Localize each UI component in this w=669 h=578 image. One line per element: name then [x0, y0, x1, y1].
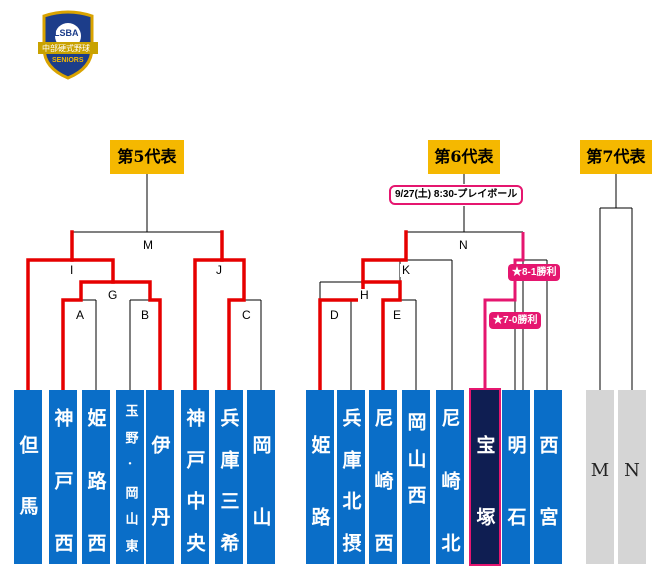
- team-takarazuka: 宝塚: [469, 388, 501, 566]
- team-nishinomiya: 西宮: [534, 390, 562, 564]
- node-label-k: K: [400, 263, 413, 277]
- node-label-i: I: [68, 263, 76, 277]
- logo-bottom-text: SENIORS: [52, 57, 84, 64]
- slot-n: N: [618, 390, 646, 564]
- node-label-h: H: [358, 288, 371, 302]
- node-label-b: B: [139, 308, 152, 322]
- team-hyogo-hokusetsu: 兵庫北摂: [337, 390, 365, 564]
- node-label-m: M: [141, 238, 155, 252]
- node-label-j: J: [214, 263, 224, 277]
- node-label-g: G: [106, 288, 120, 302]
- win-badge-7-0: ★7-0勝利: [489, 312, 542, 329]
- node-label-n: N: [457, 238, 470, 252]
- bracket5-title: 第5代表: [110, 140, 184, 174]
- team-himeji-nishi: 姫路西: [82, 390, 110, 564]
- slot-m: M: [586, 390, 614, 564]
- team-akashi: 明石: [502, 390, 530, 564]
- node-label-a: A: [74, 308, 87, 322]
- team-himeji: 姫路: [306, 390, 334, 564]
- node-label-d: D: [328, 308, 341, 322]
- team-tamano-okayama-higashi: 玉野 · 岡山東: [116, 390, 144, 564]
- team-kobe-chuo: 神戸中央: [181, 390, 209, 564]
- logo-top-text: LSBA: [54, 28, 79, 38]
- team-amagasaki-nishi: 尼崎西: [369, 390, 397, 564]
- schedule-callout: 9/27(土) 8:30-プレイボール: [389, 185, 524, 205]
- node-label-c: C: [240, 308, 253, 322]
- team-kobe-nishi: 神戸西: [49, 390, 77, 564]
- team-amagasaki-kita: 尼崎北: [436, 390, 464, 564]
- team-okayama: 岡山: [247, 390, 275, 564]
- team-tajima: 但馬: [14, 390, 42, 564]
- logo-band-text: 中部硬式野球: [42, 44, 90, 53]
- team-okayama-nishi: 岡山西: [402, 390, 430, 564]
- bracket7-title: 第7代表: [580, 140, 652, 174]
- bracket6-title: 第6代表: [428, 140, 500, 174]
- team-hyogo-sanki: 兵庫三希: [215, 390, 243, 564]
- win-badge-8-1: ★8-1勝利: [508, 264, 561, 281]
- team-itami: 伊丹: [146, 390, 174, 564]
- league-logo: LSBA 中部硬式野球 SENIORS: [36, 10, 100, 80]
- node-label-e: E: [391, 308, 404, 322]
